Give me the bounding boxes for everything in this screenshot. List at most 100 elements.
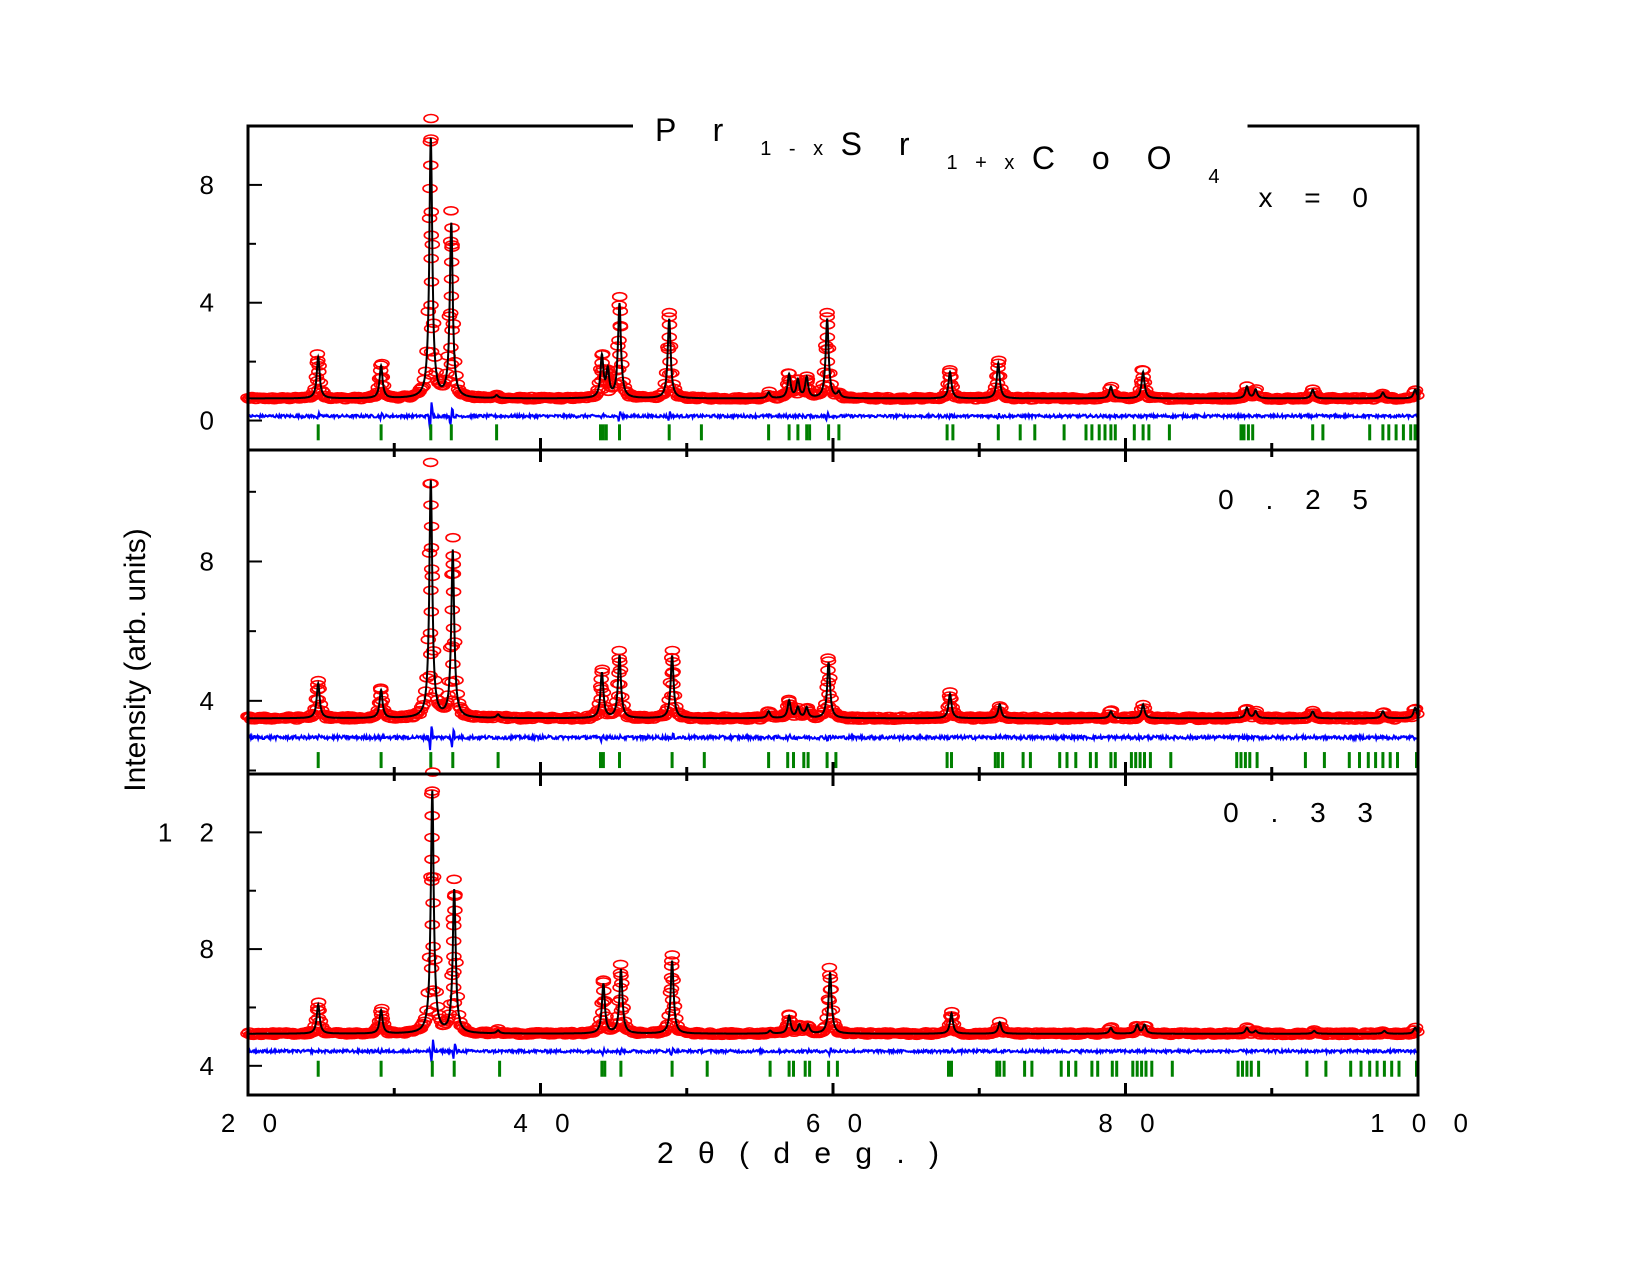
plot-area: 0 4 8 x = 0 4 8 0 . 2 5 4 8 1 2 0 . 3 3 2 0 4 0 6 0 8 … bbox=[158, 113, 1478, 1138]
difference-line bbox=[247, 726, 1419, 751]
observed-point bbox=[446, 967, 462, 977]
observed-point bbox=[819, 381, 835, 392]
observed-point bbox=[373, 379, 390, 390]
observed-point bbox=[446, 951, 462, 962]
panel-1: 4 8 0 . 2 5 bbox=[200, 438, 1425, 776]
observed-point bbox=[821, 1006, 838, 1017]
calculated-line bbox=[248, 790, 1419, 1035]
observed-point bbox=[610, 364, 627, 375]
observed-point bbox=[942, 706, 959, 717]
observed-point bbox=[423, 253, 440, 264]
observed-point bbox=[611, 379, 628, 389]
observed-point bbox=[443, 291, 460, 301]
y-tick-label: 4 bbox=[200, 288, 224, 318]
observed-point bbox=[446, 997, 463, 1008]
observed-point bbox=[423, 585, 439, 596]
observed-point bbox=[612, 349, 628, 360]
observed-point bbox=[423, 346, 440, 357]
x-axis-title: 2 θ ( d e g . ) bbox=[657, 1137, 947, 1170]
y-tick-label: 8 bbox=[200, 170, 224, 200]
observed-point bbox=[660, 381, 677, 392]
y-tick-label: 8 bbox=[200, 934, 224, 964]
difference-line bbox=[247, 402, 1419, 430]
observed-point bbox=[423, 606, 440, 617]
observed-point bbox=[664, 1006, 681, 1017]
title-background bbox=[633, 106, 1248, 194]
observed-point bbox=[443, 206, 459, 216]
observed-point bbox=[445, 1013, 462, 1024]
observed-point bbox=[819, 356, 836, 367]
observed-point bbox=[443, 342, 459, 353]
x-tick-label: 4 0 bbox=[513, 1108, 579, 1138]
chart-title: P r 1 - x S r 1 + x C o O 4 bbox=[655, 112, 1226, 188]
title-part: C o O bbox=[1032, 140, 1208, 176]
observed-point bbox=[822, 1017, 839, 1028]
observed-point bbox=[819, 369, 836, 379]
observed-point bbox=[446, 874, 462, 885]
observed-point bbox=[819, 307, 835, 318]
title-part: S r bbox=[841, 126, 947, 162]
observed-point bbox=[661, 307, 678, 318]
observed-point bbox=[311, 384, 327, 395]
panel-label: x = 0 bbox=[1259, 182, 1380, 213]
observed-point bbox=[422, 649, 439, 660]
observed-point bbox=[373, 386, 390, 397]
observed-point bbox=[309, 375, 326, 386]
observed-point bbox=[423, 300, 439, 310]
panel-2: 4 8 1 2 0 . 3 3 bbox=[158, 762, 1425, 1097]
y-tick-label: 8 bbox=[200, 546, 224, 576]
observed-point bbox=[610, 690, 627, 701]
observed-point bbox=[594, 703, 610, 714]
observed-point bbox=[444, 695, 461, 706]
observed-point bbox=[445, 659, 461, 669]
observed-point bbox=[799, 388, 815, 398]
observed-point bbox=[613, 1005, 630, 1016]
calculated-line bbox=[248, 480, 1419, 720]
observed-point bbox=[422, 628, 439, 638]
y-tick-label: 1 2 bbox=[158, 817, 224, 847]
x-tick-label: 8 0 bbox=[1098, 1108, 1164, 1138]
observed-point bbox=[422, 670, 438, 681]
observed-point bbox=[612, 994, 629, 1004]
bragg-ticks bbox=[316, 424, 1417, 441]
panel-0: 0 4 8 x = 0 bbox=[200, 113, 1425, 452]
x-tick-label: 6 0 bbox=[806, 1108, 872, 1138]
observed-point bbox=[664, 995, 681, 1005]
y-axis-title: Intensity (arb. units) bbox=[119, 528, 152, 791]
observed-point bbox=[611, 679, 628, 690]
observed-point bbox=[436, 703, 452, 713]
observed-point bbox=[789, 388, 805, 399]
observed-point bbox=[415, 699, 431, 710]
observed-point bbox=[444, 677, 460, 687]
observed-series bbox=[240, 113, 1425, 405]
observed-point bbox=[442, 308, 459, 318]
panel-label: 0 . 3 3 bbox=[1223, 797, 1385, 828]
observed-point bbox=[663, 702, 680, 712]
observed-point bbox=[1407, 1022, 1424, 1033]
observed-point bbox=[424, 767, 441, 777]
observed-point bbox=[423, 276, 440, 287]
observed-point bbox=[444, 325, 460, 336]
observed-point bbox=[821, 689, 837, 700]
observed-point bbox=[412, 705, 429, 716]
bragg-ticks bbox=[316, 1060, 1418, 1077]
title-subscript: 1 + x bbox=[946, 152, 1031, 174]
bragg-ticks bbox=[316, 752, 1418, 769]
observed-point bbox=[820, 701, 837, 712]
observed-point bbox=[425, 985, 441, 995]
y-tick-label: 0 bbox=[200, 406, 224, 436]
observed-point bbox=[443, 359, 460, 370]
observed-point bbox=[611, 291, 628, 302]
observed-point bbox=[424, 919, 441, 930]
observed-point bbox=[664, 950, 681, 960]
observed-point bbox=[445, 532, 461, 543]
observed-point bbox=[612, 1017, 629, 1028]
x-tick-label: 2 0 bbox=[221, 1108, 287, 1138]
y-tick-label: 4 bbox=[200, 1051, 224, 1081]
observed-point bbox=[1407, 385, 1424, 395]
observed-point bbox=[610, 702, 627, 712]
x-tick-label: 1 0 0 bbox=[1370, 1108, 1478, 1138]
observed-point bbox=[821, 962, 838, 973]
observed-point bbox=[943, 1023, 959, 1033]
